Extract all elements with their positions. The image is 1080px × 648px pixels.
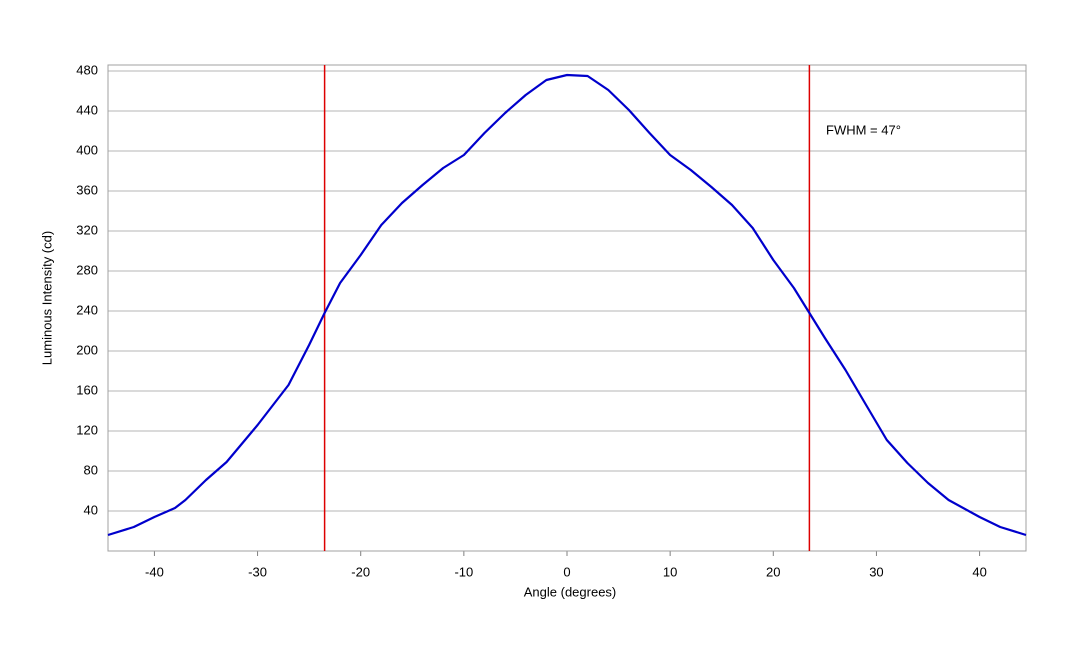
x-tick-label: -30 (248, 564, 267, 579)
x-tick-label: 30 (869, 564, 883, 579)
x-tick-label: 10 (663, 564, 677, 579)
y-tick-label: 120 (76, 422, 98, 437)
x-tick-label: 40 (972, 564, 986, 579)
y-tick-label: 240 (76, 302, 98, 317)
x-tick-label: -20 (351, 564, 370, 579)
plot-frame (107, 64, 1027, 552)
y-tick-label: 40 (84, 502, 98, 517)
y-tick-label: 200 (76, 342, 98, 357)
x-tick-label: 20 (766, 564, 780, 579)
y-tick-label: 280 (76, 262, 98, 277)
y-axis-label: Luminous Intensity (cd) (39, 231, 54, 365)
x-tick-label: 0 (563, 564, 570, 579)
y-tick-label: 400 (76, 142, 98, 157)
annotation: FWHM = 47° (826, 122, 901, 137)
y-tick-label: 80 (84, 462, 98, 477)
y-tick-label: 480 (76, 62, 98, 77)
x-tick-label: -40 (145, 564, 164, 579)
x-tick-label: -10 (454, 564, 473, 579)
y-tick-label: 160 (76, 382, 98, 397)
x-axis-label: Angle (degrees) (524, 584, 617, 599)
y-tick-label: 440 (76, 102, 98, 117)
data-line (107, 73, 1027, 537)
y-tick-label: 320 (76, 222, 98, 237)
y-tick-label: 360 (76, 182, 98, 197)
